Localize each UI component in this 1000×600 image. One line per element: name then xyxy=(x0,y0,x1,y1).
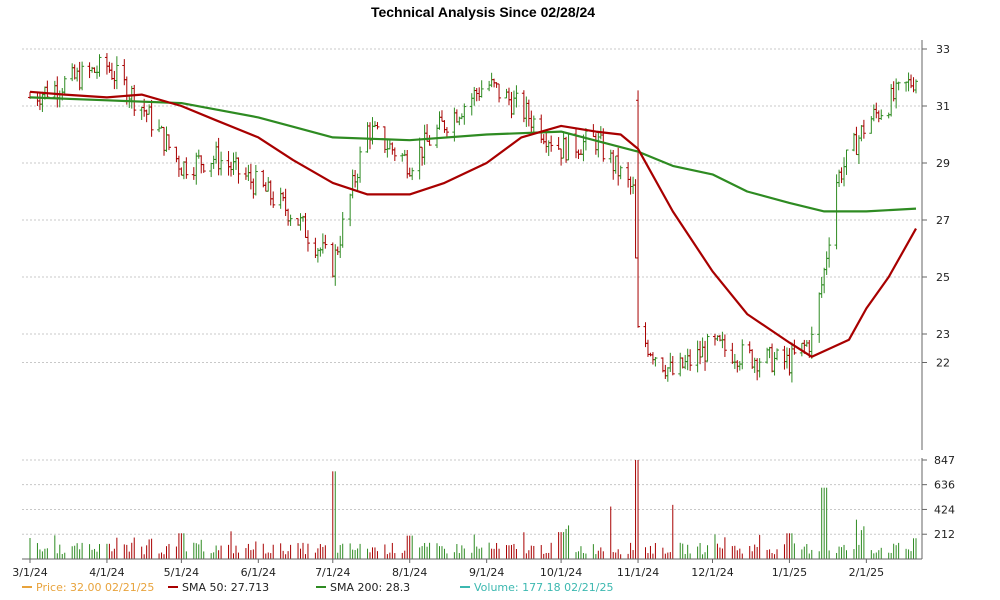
legend-label: SMA 200: 28.3 xyxy=(330,581,410,594)
chart-title: Technical Analysis Since 02/28/24 xyxy=(371,4,595,20)
x-tick-label: 1/1/25 xyxy=(772,566,807,579)
x-tick-label: 3/1/24 xyxy=(12,566,47,579)
price-tick-label: 29 xyxy=(936,157,950,170)
x-tick-label: 12/1/24 xyxy=(691,566,733,579)
legend: Price: 32.00 02/21/25 SMA 50: 27.713 SMA 2… xyxy=(22,581,614,594)
x-tick-label: 10/1/24 xyxy=(540,566,582,579)
price-bars xyxy=(28,53,918,383)
x-tick-label: 7/1/24 xyxy=(315,566,350,579)
sma-50-line xyxy=(29,90,917,358)
price-tick-label: 22 xyxy=(936,357,950,370)
x-tick-label: 6/1/24 xyxy=(241,566,276,579)
x-tick-label: 8/1/24 xyxy=(392,566,427,579)
volume-grid xyxy=(22,459,922,535)
volume-bars xyxy=(29,460,917,559)
price-tick-label: 25 xyxy=(936,271,950,284)
x-tick-label: 2/1/25 xyxy=(849,566,884,579)
price-tick-label: 23 xyxy=(936,328,950,341)
price-tick-label: 33 xyxy=(936,43,950,56)
x-tick-label: 4/1/24 xyxy=(89,566,124,579)
volume-tick-label: 212 xyxy=(934,528,955,541)
price-tick-label: 31 xyxy=(936,100,950,113)
legend-label: Price: 32.00 02/21/25 xyxy=(36,581,154,594)
sma-200-line xyxy=(29,96,917,213)
axes: 33 31 29 27 25 23 22 847 636 424 212 3/1/24 4/1/24 5/… xyxy=(12,40,955,579)
moving-average-lines xyxy=(29,90,917,358)
x-tick-label: 11/1/24 xyxy=(617,566,659,579)
legend-label: SMA 50: 27.713 xyxy=(182,581,269,594)
price-grid xyxy=(22,48,922,363)
legend-label: Volume: 177.18 02/21/25 xyxy=(474,581,614,594)
volume-tick-label: 424 xyxy=(934,503,955,516)
price-tick-label: 27 xyxy=(936,214,950,227)
volume-tick-label: 847 xyxy=(934,454,955,467)
x-tick-label: 5/1/24 xyxy=(164,566,199,579)
x-tick-label: 9/1/24 xyxy=(469,566,504,579)
volume-tick-label: 636 xyxy=(934,479,955,492)
